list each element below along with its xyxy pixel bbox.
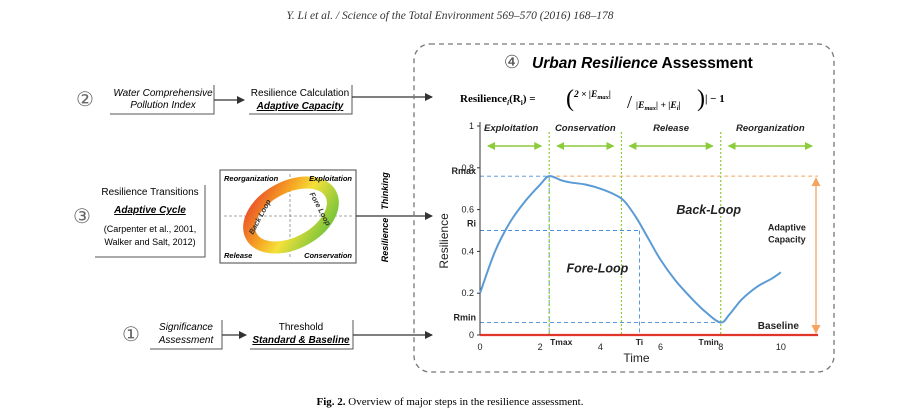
x-tick-label-10: 10 — [776, 342, 786, 352]
thinking-label-thinking: Thinking — [380, 172, 390, 210]
chart-labels: Rmax Ri Rmin Tmax Ti Tmin Fore-Loop Back-Loop Ad… — [451, 166, 805, 347]
formula-den-sub: max — [644, 105, 656, 112]
figure-caption: Fig. 2. Overview of major steps in the r… — [317, 396, 584, 408]
x-axis-label: Time — [623, 351, 650, 365]
step-3-line4: Walker and Salt, 2012) — [104, 237, 195, 247]
running-header: Y. Li et al. / Science of the Total Envi… — [286, 10, 613, 22]
step-3-line1: Resilience Transitions — [101, 187, 198, 198]
phase-label-release: Release — [653, 123, 690, 134]
step-1-number: ① — [122, 324, 140, 346]
ri-label: Ri — [467, 219, 476, 229]
assessment-panel-border — [413, 43, 835, 373]
rmin-label: Rmin — [454, 312, 477, 322]
step-1-input-line1: Significance — [159, 322, 213, 333]
step-1-input-line2: Assessment — [158, 335, 215, 346]
formula-num-sub: max — [597, 94, 609, 101]
step-1-output-line1: Threshold — [279, 322, 323, 333]
step-2-output-line1: Resilience Calculation — [251, 88, 349, 99]
step-2-number: ② — [76, 89, 94, 111]
y-tick-label-0.2: 0.2 — [461, 288, 474, 298]
tmax-label: Tmax — [550, 337, 572, 347]
cycle-label-exploitation: Exploitation — [309, 174, 352, 183]
x-tick-label-4: 4 — [598, 342, 603, 352]
step-1-output-bracket — [250, 320, 354, 350]
assessment-title: Urban Resilience Assessment — [532, 55, 753, 72]
y-tick-label-0.4: 0.4 — [461, 246, 474, 256]
assessment-title-rest: Assessment — [658, 55, 753, 72]
formula-denominator: |Emax| + |Ei| — [636, 101, 681, 112]
formula-den-bar: | — [679, 101, 681, 111]
formula-den2-sub: i — [677, 105, 679, 112]
step-3: ③ Resilience Transitions Adaptive Cycle … — [73, 169, 433, 264]
adaptive-capacity-label-2: Capacity — [768, 235, 806, 245]
step-3-number: ③ — [73, 206, 91, 228]
thinking-label-resilience: Resilience — [380, 218, 390, 263]
adaptive-cycle-ring — [243, 176, 339, 254]
resilience-formula: Resiliencei(Ri) = ( 2 × |Emax| / |Emax| … — [460, 86, 725, 112]
step-1-output-line2: Standard & Baseline — [252, 335, 350, 346]
step-2-input-line1: Water Comprehensive — [113, 88, 213, 99]
formula-den-text: |E — [636, 101, 644, 111]
step-2-input-line2: Pollution Index — [130, 100, 197, 111]
caption-text: Overview of major steps in the resilienc… — [346, 396, 584, 408]
fore-loop-label: Fore-Loop — [566, 261, 628, 275]
chart-phase-arrows: Exploitation Conservation Release Reorganiz… — [484, 123, 813, 150]
step-1-input-bracket — [150, 320, 223, 350]
resilience-curve — [479, 175, 782, 324]
ti-label: Ti — [636, 337, 643, 347]
adaptive-capacity-label-1: Adaptive — [768, 223, 806, 233]
chart-reference-lines — [480, 132, 818, 335]
formula-lhs: Resiliencei(Ri) = — [460, 93, 536, 107]
caption-label: Fig. 2. — [317, 396, 346, 408]
y-tick-label-1: 1 — [469, 121, 474, 131]
formula-paren-close: ) — [697, 86, 705, 112]
step-3-line2: Adaptive Cycle — [113, 205, 186, 216]
y-axis-label: Resilience — [437, 213, 451, 269]
step-2-input-bracket — [110, 85, 215, 115]
cycle-label-conservation: Conservation — [304, 251, 352, 260]
step-3-bracket — [95, 185, 206, 258]
phase-label-reorganization: Reorganization — [736, 123, 805, 134]
cycle-label-release: Release — [224, 251, 252, 260]
baseline-label: Baseline — [758, 321, 800, 332]
x-tick-label-0: 0 — [477, 342, 482, 352]
assessment-title-main: Urban Resilience — [532, 55, 658, 72]
cycle-label-reorganization: Reorganization — [224, 174, 279, 183]
x-tick-label-6: 6 — [658, 342, 663, 352]
chart-series — [479, 175, 821, 337]
formula-lhs-eq: ) = — [523, 93, 536, 105]
x-tick-label-8: 8 — [718, 342, 723, 352]
formula-den2-text: | + |E — [656, 101, 677, 111]
assessment-number: ④ — [504, 52, 520, 72]
step-2-output-bracket — [249, 85, 353, 115]
formula-numerator: 2 × |Emax| — [573, 90, 611, 101]
formula-lhs-arg-sub: i — [521, 98, 523, 107]
rmax-label: Rmax — [451, 166, 476, 176]
phase-label-exploitation: Exploitation — [484, 123, 539, 134]
formula-slash: / — [627, 92, 632, 112]
back-loop-label: Back-Loop — [676, 203, 741, 217]
formula-lhs-word: Resilience — [460, 93, 507, 105]
formula-num-text: 2 × |E — [573, 90, 597, 100]
x-tick-label-2: 2 — [538, 342, 543, 352]
y-tick-label-0: 0 — [469, 330, 474, 340]
assessment-panel: ④ Urban Resilience Assessment Resilience… — [413, 43, 835, 373]
step-2: ② Water Comprehensive Pollution Index Re… — [76, 85, 433, 115]
phase-label-conservation: Conservation — [555, 123, 616, 134]
y-tick-label-0.6: 0.6 — [461, 205, 474, 215]
formula-num-bar: | — [609, 90, 611, 100]
step-1: ① Significance Assessment Threshold Stan… — [122, 320, 433, 350]
step-3-line3: (Carpenter et al., 2001, — [104, 224, 197, 234]
formula-lhs-sub: i — [507, 98, 510, 107]
formula-tail: | − 1 — [705, 93, 725, 105]
step-2-output-line2: Adaptive Capacity — [256, 101, 344, 112]
formula-paren-open: ( — [566, 86, 574, 112]
formula-lhs-arg: (R — [509, 93, 522, 105]
y-tick-label-0.8: 0.8 — [461, 163, 474, 173]
tmin-label: Tmin — [699, 337, 719, 347]
